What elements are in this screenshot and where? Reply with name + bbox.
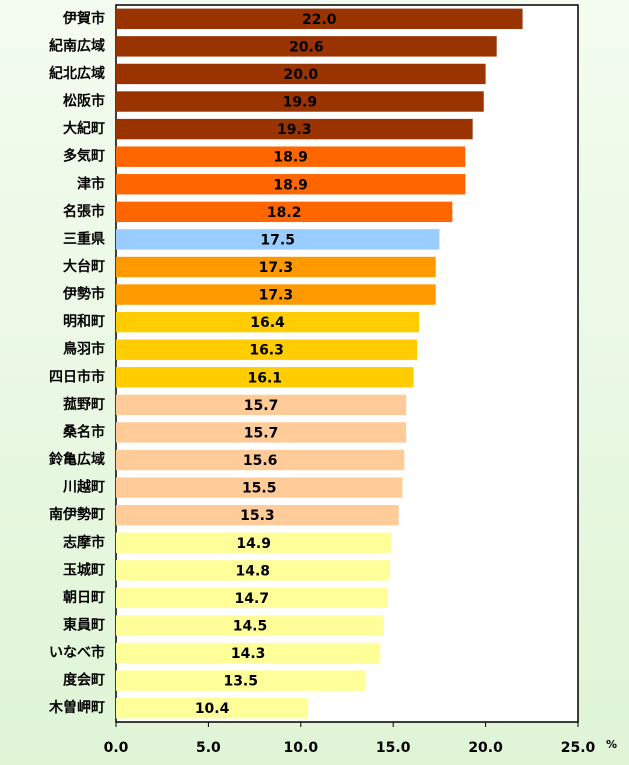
y-tick-label: 津市 xyxy=(77,175,105,192)
bar xyxy=(116,504,399,526)
value-label: 13.5 xyxy=(223,674,258,690)
y-tick-label: 志摩市 xyxy=(63,534,105,551)
y-tick-label: 大紀町 xyxy=(63,120,105,137)
value-label: 15.3 xyxy=(240,508,275,524)
value-label: 15.7 xyxy=(244,398,279,414)
bar xyxy=(116,146,466,167)
value-label: 17.5 xyxy=(260,232,295,248)
y-tick-label: 明和町 xyxy=(63,314,105,330)
value-label: 14.8 xyxy=(235,563,270,579)
value-label: 20.6 xyxy=(289,39,324,55)
y-tick-label: 伊勢市 xyxy=(62,286,105,303)
y-tick-label: 鳥羽市 xyxy=(63,341,105,358)
y-tick-label: 木曽岬町 xyxy=(48,699,105,716)
bar xyxy=(116,367,414,388)
bar xyxy=(116,311,420,333)
x-tick-label: 0.0 xyxy=(104,740,129,756)
x-tick-label: 20.0 xyxy=(468,740,503,756)
bar xyxy=(116,394,407,416)
y-tick-label: 桑名市 xyxy=(63,423,105,440)
bar xyxy=(116,8,523,29)
bar xyxy=(116,174,466,195)
bar xyxy=(116,339,418,360)
y-tick-label: 紀南広域 xyxy=(49,37,105,54)
value-label: 15.7 xyxy=(244,425,279,441)
y-tick-label: 川越町 xyxy=(62,479,105,496)
value-label: 20.0 xyxy=(284,67,319,83)
y-tick-label: 鈴亀広域 xyxy=(49,451,105,468)
x-tick-label: 25.0 xyxy=(561,740,596,756)
y-tick-label: 三重県 xyxy=(63,230,105,247)
y-tick-label: 伊賀市 xyxy=(62,10,105,27)
bar xyxy=(116,698,309,719)
y-tick-label: 四日市市 xyxy=(49,368,105,385)
value-label: 14.3 xyxy=(231,646,266,662)
y-tick-label: 南伊勢町 xyxy=(49,506,105,523)
y-tick-label: 度会町 xyxy=(63,672,105,689)
y-tick-label: 多気町 xyxy=(63,148,105,165)
bar xyxy=(116,642,381,664)
bar xyxy=(116,422,407,443)
x-tick-label: 15.0 xyxy=(376,740,411,756)
value-label: 17.3 xyxy=(259,260,294,276)
plot-area xyxy=(115,4,579,723)
bar xyxy=(116,36,497,57)
bar xyxy=(116,229,440,250)
bar xyxy=(116,118,473,140)
bar xyxy=(116,201,453,223)
bar xyxy=(116,560,390,581)
value-label: 14.7 xyxy=(235,591,270,607)
bar xyxy=(116,670,366,691)
value-label: 18.2 xyxy=(267,205,302,221)
x-unit: % xyxy=(606,738,617,751)
bar xyxy=(116,477,403,498)
value-label: 22.0 xyxy=(302,12,337,28)
bar xyxy=(116,63,486,85)
bar xyxy=(116,449,405,471)
value-label: 14.5 xyxy=(233,618,268,634)
value-label: 19.3 xyxy=(277,122,312,138)
value-label: 17.3 xyxy=(259,288,294,304)
y-tick-label: 玉城町 xyxy=(63,561,105,578)
x-tick-label: 5.0 xyxy=(196,740,221,756)
bar xyxy=(116,615,384,636)
value-label: 15.5 xyxy=(242,481,277,497)
value-label: 15.6 xyxy=(243,453,278,469)
y-tick-label: 名張市 xyxy=(63,203,105,220)
bar xyxy=(116,587,388,609)
y-tick-label: 大台町 xyxy=(63,258,105,275)
value-label: 16.1 xyxy=(247,370,282,386)
value-label: 10.4 xyxy=(195,701,230,717)
value-label: 16.4 xyxy=(250,315,285,331)
bar xyxy=(116,532,392,553)
bar xyxy=(116,91,484,112)
value-label: 14.9 xyxy=(236,536,271,552)
y-tick-label: いなべ市 xyxy=(49,644,105,661)
bar xyxy=(116,256,436,278)
bar xyxy=(116,284,436,305)
value-label: 16.3 xyxy=(249,343,284,359)
y-tick-label: 松阪市 xyxy=(63,93,105,110)
y-tick-label: 東員町 xyxy=(63,616,105,633)
y-tick-label: 朝日町 xyxy=(63,589,105,606)
value-label: 18.9 xyxy=(273,177,308,193)
y-tick-label: 紀北広域 xyxy=(49,65,105,82)
value-label: 18.9 xyxy=(273,150,308,166)
value-label: 19.9 xyxy=(283,95,318,111)
x-tick-label: 10.0 xyxy=(284,740,319,756)
y-tick-label: 菰野町 xyxy=(63,396,105,413)
